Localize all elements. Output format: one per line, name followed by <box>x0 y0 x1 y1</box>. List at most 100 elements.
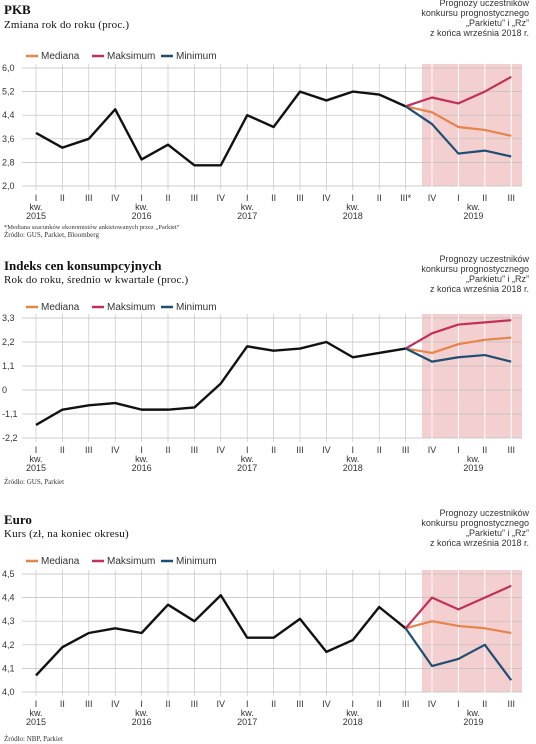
year-label: 2015 <box>26 211 46 221</box>
forecast-note-line: „Parkietu” i „Rz” <box>466 528 529 538</box>
year-label: 2015 <box>26 463 46 473</box>
x-tick-label: I <box>140 445 143 455</box>
year-kw-label: kw. <box>135 202 148 212</box>
year-kw-label: kw. <box>467 454 480 464</box>
year-label: 2017 <box>237 211 257 221</box>
x-tick-label: III <box>296 193 304 203</box>
series-mediana-line <box>405 336 512 355</box>
x-tick-label: I <box>352 445 355 455</box>
x-tick-label: IV <box>111 445 120 455</box>
x-tick-label: I <box>352 699 355 709</box>
x-tick-label: III <box>296 699 304 709</box>
year-label: 2019 <box>463 211 483 221</box>
forecast-note-line: Prognozy uczestników <box>439 0 529 8</box>
chart-panel-1: PKB Zmiana rok do roku (proc.) Prognozy uc… <box>2 0 529 239</box>
x-tick-label: I <box>35 445 38 455</box>
year-kw-label: kw. <box>346 454 359 464</box>
y-tick-label: 3,3 <box>2 313 15 323</box>
year-label: 2018 <box>343 463 363 473</box>
x-tick-label: II <box>165 445 170 455</box>
x-tick-label: II <box>377 193 382 203</box>
y-tick-label: 4,3 <box>2 616 15 626</box>
x-tick-label: IV <box>428 699 437 709</box>
forecast-note-line: „Parkietu” i „Rz” <box>466 18 529 28</box>
x-tick-label: III <box>402 445 410 455</box>
x-tick-label: I <box>35 699 38 709</box>
y-tick-label: 4,4 <box>2 593 15 603</box>
y-tick-label: 0 <box>2 385 7 395</box>
series-minimum-line <box>404 105 512 158</box>
series-mediana-line <box>405 620 512 635</box>
y-tick-label: 4,4 <box>2 110 15 120</box>
year-label: 2016 <box>132 211 152 221</box>
x-tick-label: IV <box>217 445 226 455</box>
series-actual-line <box>35 594 407 677</box>
x-tick-label: II <box>377 445 382 455</box>
series-actual-line <box>35 340 406 426</box>
legend-label-minimum: Minimum <box>176 51 217 62</box>
y-tick-label: -2,2 <box>2 433 18 443</box>
year-kw-label: kw. <box>467 708 480 718</box>
legend-label-minimum: Minimum <box>176 302 217 313</box>
y-tick-label: 4,5 <box>2 569 15 579</box>
legend-label-mediana: Mediana <box>41 302 80 313</box>
legend-label-mediana: Mediana <box>41 556 80 567</box>
x-tick-label: II <box>60 699 65 709</box>
x-tick-label: III <box>402 699 410 709</box>
forecast-band <box>422 314 522 438</box>
forecast-note-line: konkursu prognostycznego <box>421 8 529 18</box>
x-tick-label: III <box>507 699 515 709</box>
x-tick-label: III <box>191 699 199 709</box>
x-tick-label: III <box>507 445 515 455</box>
x-tick-label: I <box>457 445 460 455</box>
x-tick-label: I <box>140 699 143 709</box>
x-tick-label: I <box>352 193 355 203</box>
year-kw-label: kw. <box>241 454 254 464</box>
y-tick-label: 2,2 <box>2 337 15 347</box>
series-maksimum-line <box>405 75 512 108</box>
chart-subtitle: Rok do roku, średnio w kwartale (proc.) <box>4 274 189 286</box>
chart-title: PKB <box>4 2 31 17</box>
forecast-note-line: konkursu prognostycznego <box>421 264 529 274</box>
x-tick-label: III <box>85 193 93 203</box>
x-tick-label: I <box>457 699 460 709</box>
forecast-note-line: Prognozy uczestników <box>439 508 529 518</box>
x-tick-label: IV <box>322 193 331 203</box>
x-tick-label: III* <box>400 193 412 203</box>
x-tick-label: II <box>60 445 65 455</box>
x-tick-label: II <box>271 445 276 455</box>
series-maksimum-line <box>405 319 512 350</box>
legend-label-maksimum: Maksimum <box>107 556 155 567</box>
x-tick-label: II <box>165 699 170 709</box>
chart-source: Źródło: GUS, Parkiet, Bloomberg <box>4 231 99 239</box>
series-actual-line <box>35 90 407 167</box>
forecast-band <box>422 64 522 186</box>
chart-title: Euro <box>4 512 32 527</box>
year-label: 2016 <box>132 463 152 473</box>
x-tick-label: IV <box>111 193 120 203</box>
series-mediana-line <box>405 105 512 137</box>
forecast-note-line: „Parkietu” i „Rz” <box>466 274 529 284</box>
legend-label-minimum: Minimum <box>176 556 217 567</box>
chart-footnote: *Mediana szacunków ekonomistów ankietowa… <box>4 224 180 231</box>
x-tick-label: IV <box>428 445 437 455</box>
year-kw-label: kw. <box>467 202 480 212</box>
x-tick-label: I <box>246 699 249 709</box>
chart-subtitle: Kurs (zł, na koniec okresu) <box>4 528 129 540</box>
year-kw-label: kw. <box>29 708 42 718</box>
legend-label-maksimum: Maksimum <box>107 51 155 62</box>
x-tick-label: IV <box>322 699 331 709</box>
chart-subtitle: Zmiana rok do roku (proc.) <box>4 19 129 31</box>
y-tick-label: 2,0 <box>2 181 15 191</box>
x-tick-label: IV <box>322 445 331 455</box>
y-tick-label: 3,6 <box>2 134 15 144</box>
series-minimum-line <box>405 347 512 363</box>
forecast-note-line: z końca września 2018 r. <box>430 28 529 38</box>
x-tick-label: I <box>35 193 38 203</box>
forecast-note-line: z końca września 2018 r. <box>430 284 529 294</box>
x-tick-label: III <box>296 445 304 455</box>
year-label: 2018 <box>343 211 363 221</box>
